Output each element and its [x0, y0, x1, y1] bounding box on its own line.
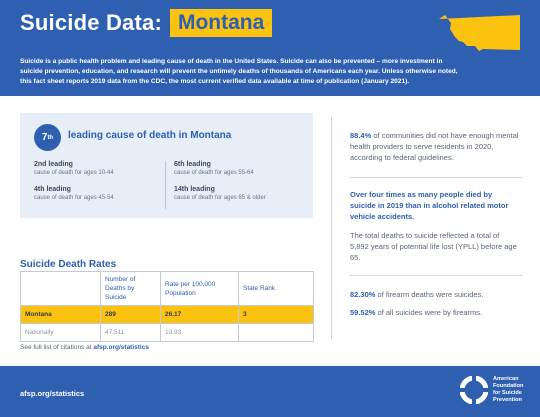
- footer: afsp.org/statistics American Foundation …: [0, 366, 540, 417]
- table-cell: 3: [238, 305, 314, 324]
- table-row: Montana 289 26.17 3: [20, 305, 314, 324]
- table-cell: 13.93: [160, 323, 239, 342]
- fact-firearm-deaths: 82.30% of firearm deaths were suicides.: [350, 289, 520, 300]
- stat-sub: cause of death for ages 45-54: [34, 195, 114, 201]
- stat-label: 14th leading: [174, 186, 215, 193]
- fact-ypll: The total deaths to suicide reflected a …: [350, 231, 517, 262]
- citation-link[interactable]: afsp.org/statistics: [93, 344, 149, 351]
- divider: [350, 275, 522, 276]
- panel-divider: [165, 161, 166, 209]
- stat-14th-leading: 14th leading cause of death for ages 65 …: [174, 186, 304, 201]
- stat-sub: cause of death for ages 10-44: [34, 170, 114, 176]
- org-line: Prevention: [493, 397, 522, 403]
- page-title: Suicide Data: Montana: [20, 9, 273, 37]
- fact-highlight: 59.52%: [350, 308, 376, 317]
- fact-firearm-suicides: 59.52% of all suicides were by firearms.: [350, 307, 520, 318]
- header-banner: Suicide Data: Montana Suicide is a publi…: [0, 0, 540, 96]
- title-prefix: Suicide Data:: [20, 10, 162, 35]
- fact-text: of firearm deaths were suicides.: [375, 290, 484, 299]
- fact-comparison: Over four times as many people died by s…: [350, 190, 509, 221]
- rank-title: leading cause of death in Montana: [68, 130, 232, 141]
- stat-sub: cause of death for ages 55-64: [174, 170, 254, 176]
- stat-label: 6th leading: [174, 161, 211, 168]
- intro-paragraph: Suicide is a public health problem and l…: [20, 58, 458, 85]
- afsp-lifering-logo: [460, 376, 488, 404]
- table-cell: [238, 323, 314, 342]
- montana-map-icon: [439, 15, 520, 51]
- table-cell: 47,511: [100, 323, 161, 342]
- divider: [350, 177, 522, 178]
- stat-6th-leading: 6th leading cause of death for ages 55-6…: [174, 161, 304, 176]
- footer-link[interactable]: afsp.org/statistics: [20, 389, 85, 398]
- org-name: American Foundation for Suicide Preventi…: [493, 376, 523, 404]
- fact-highlight: 82.30%: [350, 290, 376, 299]
- table-cell: 289: [100, 305, 161, 324]
- fact-text: of all suicides were by firearms.: [375, 308, 483, 317]
- table-header: State Rank: [238, 271, 314, 306]
- stat-2nd-leading: 2nd leading cause of death for ages 10-4…: [34, 161, 164, 176]
- citation-note: See full list of citations at afsp.org/s…: [20, 344, 149, 351]
- table-header: Number of Deaths by Suicide: [100, 271, 161, 306]
- fact-highlight: 88.4%: [350, 131, 372, 140]
- fact-providers: 88.4% of communities did not have enough…: [350, 130, 520, 163]
- fact-text: of communities did not have enough menta…: [350, 131, 519, 162]
- table-cell: Montana: [20, 305, 101, 324]
- stat-sub: cause of death for ages 65 & older: [174, 195, 266, 201]
- stat-label: 4th leading: [34, 186, 71, 193]
- rank-number: 7: [41, 132, 48, 143]
- stat-4th-leading: 4th leading cause of death for ages 45-5…: [34, 186, 164, 201]
- table-header-row: Number of Deaths by Suicide Rate per 100…: [20, 271, 314, 306]
- rates-table: Number of Deaths by Suicide Rate per 100…: [20, 271, 314, 342]
- org-line: Foundation: [493, 383, 524, 389]
- state-name-badge: Montana: [169, 9, 273, 37]
- table-header: Rate per 100,000 Population: [160, 271, 239, 306]
- citation-prefix: See full list of citations at: [20, 344, 94, 351]
- rates-title: Suicide Death Rates: [20, 259, 117, 270]
- table-header: [20, 271, 101, 306]
- stat-label: 2nd leading: [34, 161, 73, 168]
- rank-suffix: th: [47, 134, 54, 141]
- table-cell: Nationally: [20, 323, 101, 342]
- table-cell: 26.17: [160, 305, 239, 324]
- table-row: Nationally 47,511 13.93: [20, 323, 314, 342]
- org-line: for Suicide: [493, 390, 522, 396]
- column-divider: [331, 117, 332, 339]
- org-line: American: [493, 376, 519, 382]
